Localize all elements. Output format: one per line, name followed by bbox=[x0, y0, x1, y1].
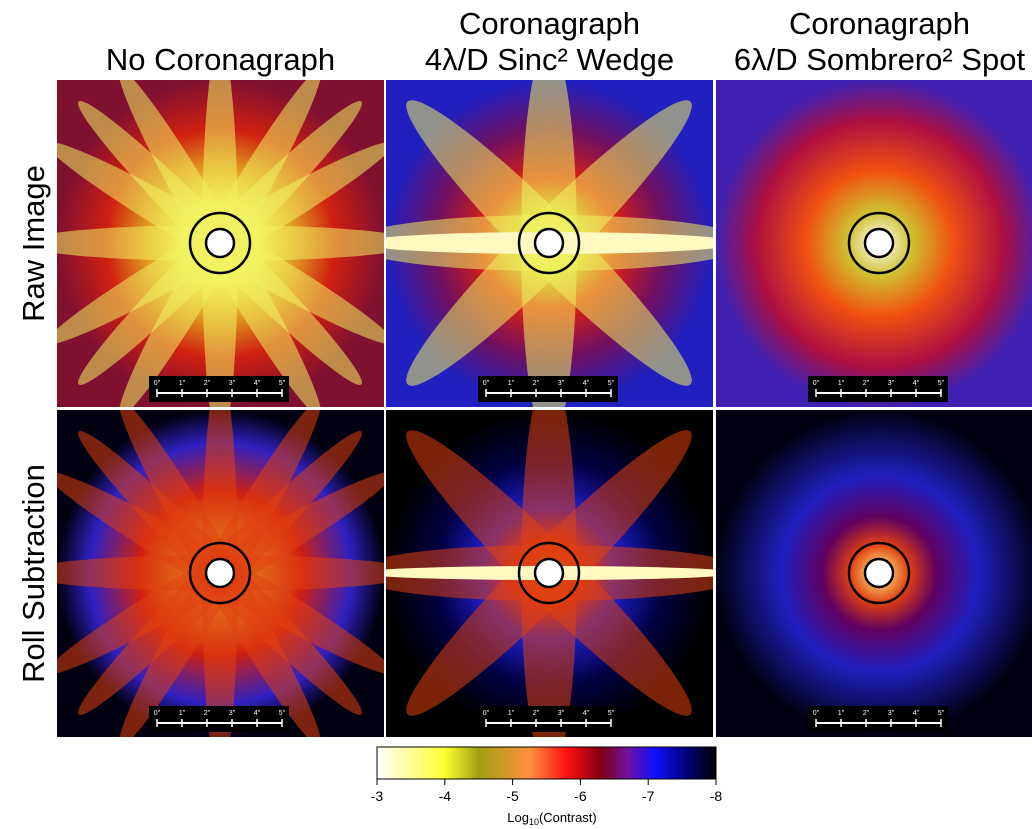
scale-label: 4" bbox=[254, 380, 261, 387]
scale-label: 0" bbox=[154, 710, 161, 717]
colorbar-label-part: (Contrast) bbox=[539, 810, 597, 825]
scale-label: 4" bbox=[913, 380, 920, 387]
scale-label: 3" bbox=[558, 380, 565, 387]
panel: 0" 1" 2" 3" 4" 5" bbox=[349, 43, 749, 443]
colorbar bbox=[377, 747, 716, 779]
colorbar-tick-label: -5 bbox=[506, 788, 519, 804]
scale-label: 5" bbox=[608, 710, 615, 717]
scale-label: 3" bbox=[888, 710, 895, 717]
scale-label: 2" bbox=[204, 710, 211, 717]
figure: No CoronagraphCoronagraph4λ/D Sinc² Wedg… bbox=[0, 0, 1032, 829]
scale-bar-bg bbox=[478, 376, 618, 402]
colorbar-tick-label: -7 bbox=[642, 788, 655, 804]
colorbar-tick-label: -8 bbox=[710, 788, 723, 804]
inner-circle bbox=[865, 559, 893, 587]
scale-label: 1" bbox=[179, 710, 186, 717]
colorbar-label-part: Log bbox=[507, 810, 529, 825]
scale-bar-bg bbox=[149, 706, 289, 732]
scale-label: 2" bbox=[204, 380, 211, 387]
scale-label: 1" bbox=[838, 710, 845, 717]
scale-label: 5" bbox=[279, 710, 286, 717]
scale-label: 1" bbox=[838, 380, 845, 387]
inner-circle bbox=[535, 559, 563, 587]
row-label: Raw Image bbox=[16, 165, 51, 322]
scale-label: 2" bbox=[533, 710, 540, 717]
scale-label: 5" bbox=[938, 380, 945, 387]
scale-label: 1" bbox=[179, 380, 186, 387]
scale-label: 5" bbox=[938, 710, 945, 717]
colorbar-tick-label: -6 bbox=[574, 788, 587, 804]
scale-label: 2" bbox=[863, 710, 870, 717]
scale-bar-bg bbox=[478, 706, 618, 732]
inner-circle bbox=[865, 229, 893, 257]
scale-bar-bg bbox=[808, 376, 948, 402]
scale-label: 1" bbox=[508, 710, 515, 717]
inner-circle bbox=[206, 559, 234, 587]
scale-label: 4" bbox=[583, 380, 590, 387]
scale-label: 2" bbox=[863, 380, 870, 387]
scale-bar-bg bbox=[808, 706, 948, 732]
column-title: 6λ/D Sombrero² Spot bbox=[734, 42, 1026, 77]
scale-label: 5" bbox=[279, 380, 286, 387]
panel: 0" 1" 2" 3" 4" 5" bbox=[716, 80, 1032, 407]
scale-label: 5" bbox=[608, 380, 615, 387]
panel: 0" 1" 2" 3" 4" 5" bbox=[349, 373, 749, 773]
column-title: No Coronagraph bbox=[106, 42, 335, 77]
panel: 0" 1" 2" 3" 4" 5" bbox=[716, 410, 1032, 737]
scale-label: 3" bbox=[229, 380, 236, 387]
colorbar-label-part: 10 bbox=[529, 817, 539, 827]
colorbar-label: Log10(Contrast) bbox=[507, 810, 597, 827]
panel: 0" 1" 2" 3" 4" 5" bbox=[20, 43, 420, 443]
scale-bar-bg bbox=[149, 376, 289, 402]
scale-label: 0" bbox=[483, 380, 490, 387]
scale-label: 0" bbox=[813, 380, 820, 387]
colorbar-tick-label: -4 bbox=[439, 788, 452, 804]
column-title: Coronagraph bbox=[789, 6, 970, 41]
scale-label: 0" bbox=[154, 380, 161, 387]
scale-label: 4" bbox=[254, 710, 261, 717]
column-title: 4λ/D Sinc² Wedge bbox=[425, 42, 674, 77]
scale-label: 0" bbox=[813, 710, 820, 717]
scale-label: 3" bbox=[229, 710, 236, 717]
panel: 0" 1" 2" 3" 4" 5" bbox=[20, 373, 420, 773]
scale-label: 0" bbox=[483, 710, 490, 717]
scale-label: 4" bbox=[913, 710, 920, 717]
scale-label: 1" bbox=[508, 380, 515, 387]
colorbar-tick-label: -3 bbox=[371, 788, 384, 804]
scale-label: 3" bbox=[558, 710, 565, 717]
inner-circle bbox=[535, 229, 563, 257]
scale-label: 4" bbox=[583, 710, 590, 717]
inner-circle bbox=[206, 229, 234, 257]
row-label: Roll Subtraction bbox=[16, 464, 51, 683]
column-title: Coronagraph bbox=[459, 6, 640, 41]
scale-label: 3" bbox=[888, 380, 895, 387]
scale-label: 2" bbox=[533, 380, 540, 387]
